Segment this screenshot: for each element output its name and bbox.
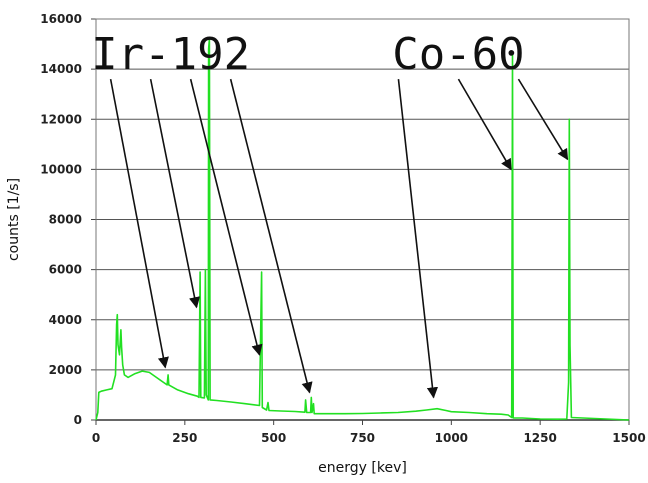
x-axis-label: energy [kev] (318, 460, 407, 476)
spectrum-line (95, 38, 630, 421)
annotation-arrow-1-1 (457, 78, 512, 171)
y-tick-labels: 0 2000 4000 6000 8000 10000 12000 14000 16000 (40, 12, 82, 427)
annotation-arrow-1-0 (397, 79, 439, 399)
annotations: Ir-192 Co-60 (91, 29, 569, 399)
annotation-arrow-0-2 (189, 78, 263, 356)
y-tick-label-5: 10000 (40, 162, 82, 176)
x-tick-labels: 0 250 500 750 1000 1250 1500 (92, 431, 646, 445)
y-tick-label-3: 6000 (49, 263, 82, 277)
y-tick-label-4: 8000 (49, 213, 82, 227)
axes (91, 18, 630, 425)
x-tick-label-6: 1500 (612, 431, 645, 445)
y-tick-label-7: 14000 (40, 62, 82, 76)
annotation-arrow-0-1 (149, 78, 201, 309)
y-tick-label-8: 16000 (40, 12, 82, 26)
annotation-arrow-1-2 (517, 78, 569, 161)
annotation-label-1: Co-60 (392, 29, 524, 80)
annotation-arrow-0-0 (109, 78, 169, 369)
y-tick-label-1: 2000 (49, 363, 82, 377)
y-tick-label-2: 4000 (49, 313, 82, 327)
annotation-label-0: Ir-192 (91, 29, 250, 80)
x-tick-label-2: 500 (261, 431, 286, 445)
annotation-arrow-0-3 (229, 78, 313, 394)
y-axis-label: counts [1/s] (6, 178, 22, 261)
x-tick-label-1: 250 (172, 431, 197, 445)
x-tick-label-5: 1250 (523, 431, 556, 445)
y-tick-label-6: 12000 (40, 112, 82, 126)
x-tick-label-3: 750 (350, 431, 375, 445)
spectrum-series (95, 38, 630, 421)
x-tick-label-0: 0 (92, 431, 100, 445)
y-tick-label-0: 0 (74, 413, 82, 427)
x-tick-label-4: 1000 (435, 431, 468, 445)
